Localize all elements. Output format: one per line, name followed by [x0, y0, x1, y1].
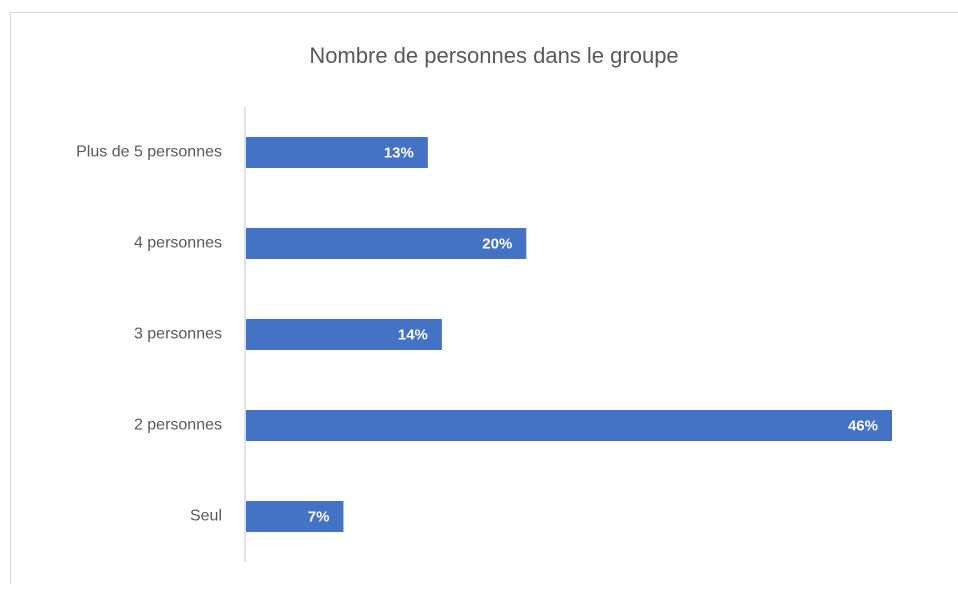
category-label: Seul [190, 508, 222, 525]
category-label: Plus de 5 personnes [76, 144, 222, 161]
bar [246, 410, 892, 441]
chart-frame [11, 13, 958, 585]
chart-title: Nombre de personnes dans le groupe [309, 43, 678, 68]
data-label: 46% [848, 417, 878, 434]
category-label: 3 personnes [134, 326, 222, 343]
data-label: 7% [308, 508, 330, 525]
data-label: 13% [384, 144, 414, 161]
data-label: 20% [482, 235, 512, 252]
category-label: 4 personnes [134, 235, 222, 252]
data-label: 14% [398, 326, 428, 343]
category-label: 2 personnes [134, 417, 222, 434]
